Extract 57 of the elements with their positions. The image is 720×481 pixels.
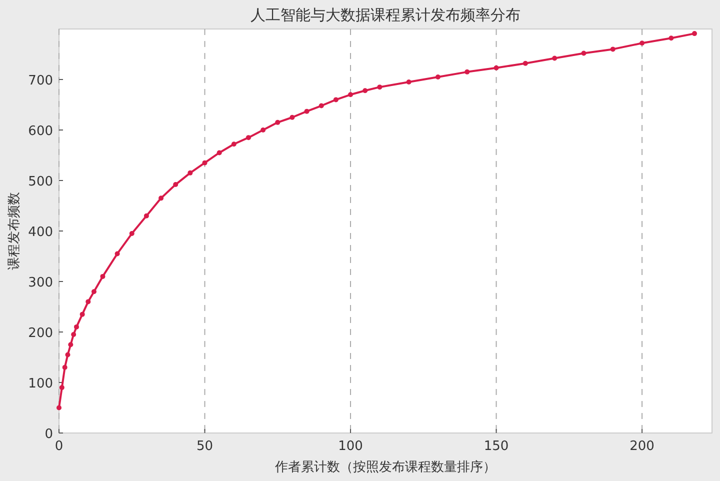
point xyxy=(71,332,76,338)
x-tick-label: 0 xyxy=(54,439,64,454)
point xyxy=(129,231,134,236)
x-axis-title: 作者累计数（按照发布课程数量排序） xyxy=(274,459,496,475)
y-tick-label: 200 xyxy=(28,326,53,341)
point xyxy=(362,88,368,94)
y-tick-label: 500 xyxy=(28,174,53,190)
x-tick-label: 100 xyxy=(338,439,363,454)
y-tick-label: 700 xyxy=(28,74,53,88)
x-tick-label: 50 xyxy=(196,439,214,454)
point xyxy=(65,352,70,358)
x-tick-label: 150 xyxy=(484,439,509,454)
point xyxy=(80,312,85,317)
point xyxy=(202,160,208,166)
point xyxy=(668,36,674,41)
point xyxy=(304,108,310,114)
point xyxy=(91,289,96,294)
y-tick-label: 600 xyxy=(28,124,53,139)
point xyxy=(246,135,251,140)
point xyxy=(231,142,236,147)
point xyxy=(59,385,64,390)
point xyxy=(114,251,120,256)
y-axis-title: 课程发布频数 xyxy=(7,192,22,270)
point xyxy=(494,65,499,70)
point xyxy=(68,342,74,348)
point xyxy=(290,114,295,120)
point xyxy=(333,97,338,102)
point xyxy=(74,324,79,330)
point xyxy=(100,274,106,279)
point xyxy=(464,69,470,74)
y-tick-label: 0 xyxy=(44,427,53,442)
point xyxy=(86,299,91,304)
point xyxy=(318,103,324,108)
point xyxy=(640,40,645,46)
point xyxy=(552,56,558,61)
point xyxy=(173,182,178,188)
point xyxy=(216,150,222,156)
point xyxy=(610,46,616,52)
x-tick-label: 200 xyxy=(630,439,654,454)
point xyxy=(158,196,164,201)
point xyxy=(260,128,266,132)
point xyxy=(56,405,62,410)
point xyxy=(377,84,382,90)
point xyxy=(62,364,68,370)
point xyxy=(581,50,586,56)
y-tick-label: 100 xyxy=(28,376,53,392)
y-tick-label: 400 xyxy=(28,225,53,240)
point xyxy=(144,213,149,218)
point xyxy=(275,120,280,125)
point xyxy=(435,74,440,80)
point xyxy=(188,170,193,176)
point xyxy=(692,31,698,36)
point xyxy=(406,80,412,85)
point xyxy=(522,60,528,66)
y-tick-label: 300 xyxy=(28,276,53,290)
chart-title: 人工智能与大数据课程累计发布频率分布 xyxy=(250,6,520,24)
point xyxy=(348,92,354,98)
